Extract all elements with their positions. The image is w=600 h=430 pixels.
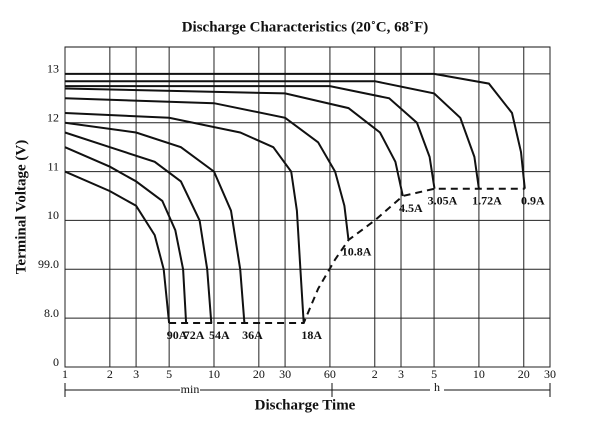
- curve: [65, 72, 526, 189]
- x-tick-label: 3: [398, 367, 404, 381]
- x-tick-label: 5: [431, 367, 437, 381]
- y-tick-label: 8.0: [44, 306, 59, 320]
- x-tick-label: 20: [253, 367, 265, 381]
- x-tick-label: 5: [166, 367, 172, 381]
- curve: [65, 80, 480, 189]
- x-tick-label: 30: [544, 367, 556, 381]
- series-label: 0.9A: [521, 193, 545, 207]
- curve: [64, 87, 404, 197]
- unit-label: min: [181, 382, 200, 396]
- y-axis-title: Terminal Voltage (V): [13, 140, 29, 274]
- series-label: 90A: [167, 328, 188, 342]
- x-tick-label: 10: [208, 367, 220, 381]
- series-label: 4.5A: [399, 201, 423, 215]
- x-tick-label: 1: [62, 367, 68, 381]
- x-tick-label: 2: [372, 367, 378, 381]
- curve: [64, 112, 305, 324]
- x-tick-label: 3: [133, 367, 139, 381]
- unit-bracket: [64, 383, 551, 397]
- series-label: 36A: [242, 328, 263, 342]
- y-tick-label: 10: [47, 208, 59, 222]
- y-tick-label: 99.0: [38, 257, 59, 271]
- series-label: 72A: [184, 328, 205, 342]
- y-tick-label: 12: [47, 110, 59, 124]
- chart-title: Discharge Characteristics (20˚C, 68˚F): [182, 19, 429, 35]
- unit-label: h: [434, 380, 440, 394]
- curve: [64, 170, 171, 324]
- x-tick-label: 10: [473, 367, 485, 381]
- series-label: 1.72A: [472, 193, 502, 207]
- curve: [64, 146, 188, 324]
- y-tick-label: 11: [47, 159, 59, 173]
- curve: [65, 85, 436, 189]
- x-tick-label: 60: [324, 367, 336, 381]
- x-tick-label: 2: [107, 367, 113, 381]
- y-tick-label: 0: [53, 355, 59, 369]
- cutoff-line: [169, 187, 525, 324]
- curve: [64, 121, 246, 324]
- curve: [64, 97, 350, 241]
- x-tick-label: 30: [279, 367, 291, 381]
- x-axis-title: Discharge Time: [255, 397, 356, 413]
- series-label: 54A: [209, 328, 230, 342]
- series-label: 18A: [301, 328, 322, 342]
- series-label: 10.8A: [342, 245, 372, 259]
- series-label: 3.05A: [428, 193, 458, 207]
- y-tick-label: 13: [47, 62, 59, 76]
- curve: [64, 131, 213, 324]
- x-tick-label: 20: [518, 367, 530, 381]
